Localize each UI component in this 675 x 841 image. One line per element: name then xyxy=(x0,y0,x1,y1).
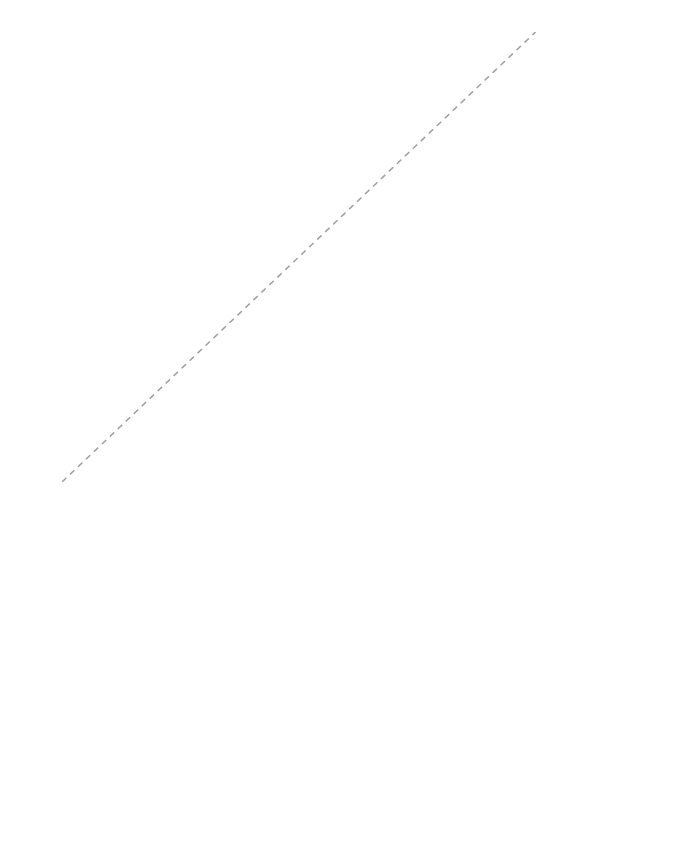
figure xyxy=(0,0,675,841)
diagonal-line xyxy=(62,32,536,482)
